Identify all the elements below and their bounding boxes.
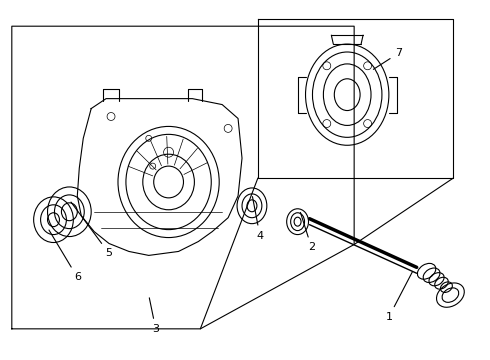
Text: 6: 6	[49, 230, 81, 282]
Text: 4: 4	[252, 197, 264, 240]
Text: 2: 2	[300, 212, 315, 252]
Text: 3: 3	[149, 298, 159, 334]
Text: 5: 5	[71, 202, 113, 258]
Text: 1: 1	[385, 272, 413, 322]
Text: 7: 7	[373, 48, 402, 69]
